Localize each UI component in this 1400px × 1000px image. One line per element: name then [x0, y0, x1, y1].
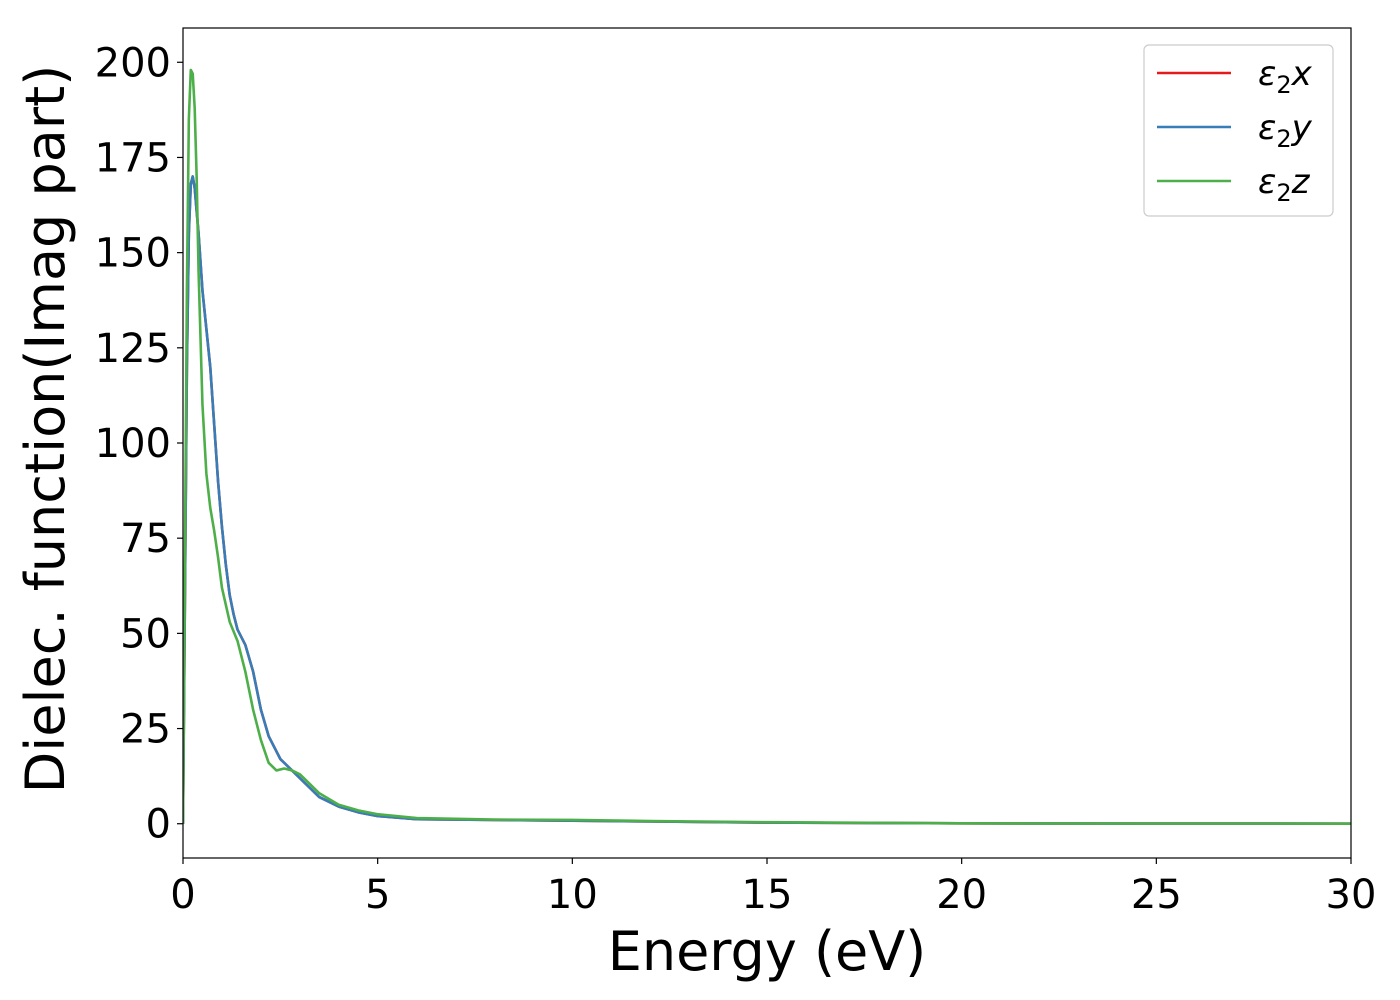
y-tick-label: 175: [95, 135, 171, 181]
legend-label-y: ε2y: [1258, 108, 1313, 153]
x-tick-label: 20: [936, 872, 987, 918]
y-tick-label: 200: [95, 40, 171, 86]
x-tick-label: 10: [547, 872, 598, 918]
y-tick-label: 150: [95, 231, 171, 277]
x-tick-label: 25: [1131, 872, 1182, 918]
legend-label-x: ε2x: [1258, 54, 1313, 99]
series-line-z: [183, 68, 1351, 825]
y-tick-label: 125: [95, 326, 171, 372]
series-line-x: [183, 175, 1351, 825]
y-tick-label: 50: [120, 611, 171, 657]
series-line-y: [183, 175, 1351, 825]
x-axis-title: Energy (eV): [608, 920, 927, 983]
legend-label-z: ε2z: [1258, 162, 1311, 207]
legend: ε2x ε2y ε2z: [1143, 44, 1334, 217]
x-axis-ticks: 0 5 10 15 20 25 30: [170, 858, 1376, 918]
y-axis-ticks: 0 25 50 75 100 125 150 175 200: [95, 40, 183, 848]
legend-box: [1143, 44, 1334, 217]
x-tick-label: 15: [742, 872, 793, 918]
y-tick-label: 0: [146, 802, 171, 848]
plot-lines: [183, 68, 1351, 825]
y-tick-label: 25: [120, 707, 171, 753]
x-tick-label: 5: [365, 872, 390, 918]
y-axis-title: Dielec. function(Imag part): [14, 65, 77, 794]
x-tick-label: 0: [170, 872, 195, 918]
x-tick-label: 30: [1326, 872, 1377, 918]
y-tick-label: 75: [120, 516, 171, 562]
y-tick-label: 100: [95, 421, 171, 467]
